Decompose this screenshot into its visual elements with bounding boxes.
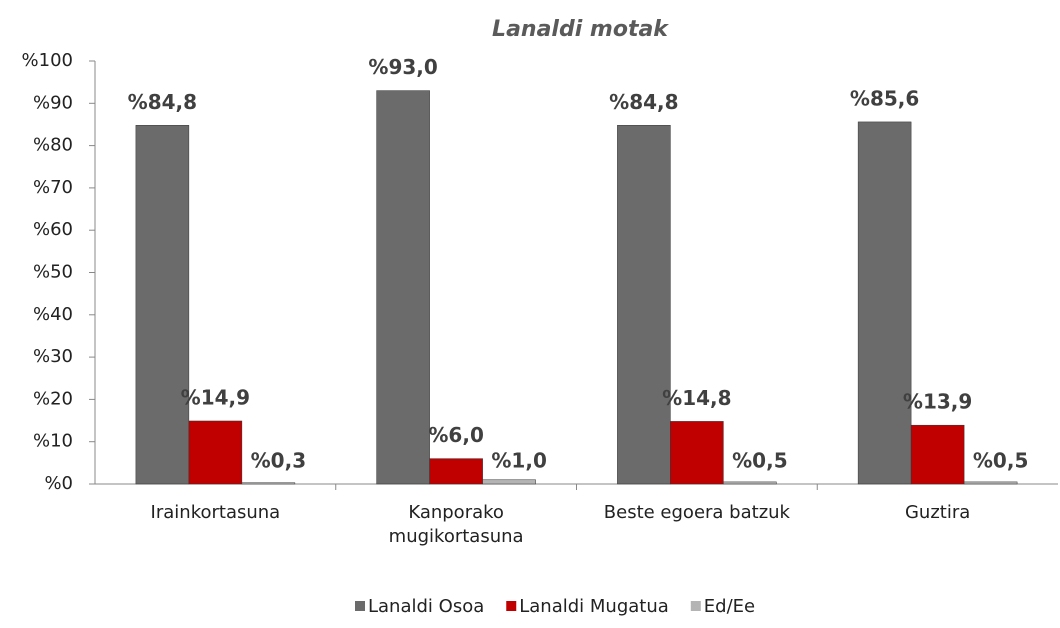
data-label: %0,5	[732, 449, 787, 473]
y-tick-label: %20	[33, 388, 73, 409]
bar	[376, 90, 430, 485]
y-tick-label: %40	[33, 304, 73, 325]
bar	[135, 125, 190, 485]
y-tick-label: %90	[33, 92, 73, 113]
data-label: %0,5	[973, 449, 1028, 473]
y-tick-label: %0	[44, 473, 73, 494]
bar	[723, 481, 777, 485]
legend-swatch	[690, 601, 701, 611]
data-label: %14,9	[181, 385, 250, 409]
bar	[963, 481, 1018, 485]
x-tick-label: Irainkortasuna	[150, 502, 281, 523]
data-label: %1,0	[491, 449, 546, 473]
legend-label: Lanaldi Osoa	[368, 596, 484, 617]
x-tick-label: Beste egoera batzuk	[603, 502, 790, 523]
data-label: %84,8	[609, 90, 678, 114]
bar	[482, 479, 536, 485]
data-label: %93,0	[368, 55, 437, 79]
x-tick-label: Guztira	[904, 502, 971, 523]
bar	[241, 482, 296, 485]
data-label: %84,8	[128, 90, 197, 114]
y-tick-label: %70	[33, 177, 73, 198]
y-tick-label: %80	[33, 135, 73, 156]
data-label: %0,3	[251, 449, 306, 473]
bar	[188, 420, 243, 485]
bar	[617, 125, 671, 485]
x-tick-label: Kanporako mugikortasuna	[388, 502, 524, 547]
data-label: %14,8	[662, 386, 731, 410]
y-tick-label: %100	[22, 50, 73, 71]
bar	[857, 121, 912, 485]
y-tick-label: %30	[33, 346, 73, 367]
y-tick-label: %10	[33, 431, 73, 452]
data-label: %6,0	[428, 423, 483, 447]
legend-swatch	[506, 601, 517, 611]
bar	[670, 421, 724, 485]
legend-swatch	[355, 601, 365, 611]
chart-title: Lanaldi motak	[492, 17, 669, 42]
data-label: %85,6	[850, 86, 919, 110]
data-label: %13,9	[903, 390, 972, 414]
legend-label: Ed/Ee	[704, 596, 755, 617]
bar	[910, 424, 965, 485]
legend-label: Lanaldi Mugatua	[519, 596, 669, 617]
bar	[429, 458, 483, 485]
y-tick-label: %60	[33, 219, 73, 240]
y-tick-label: %50	[33, 262, 73, 283]
